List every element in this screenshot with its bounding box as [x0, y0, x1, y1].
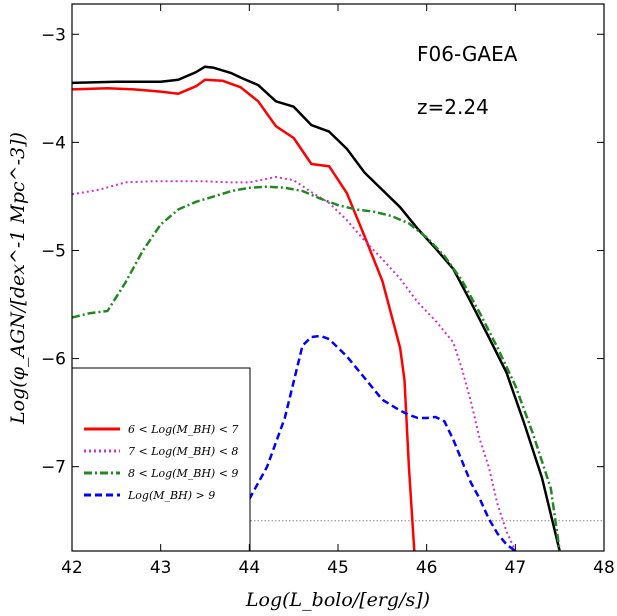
x-tick-label: 47 [505, 558, 527, 578]
legend-label-1: 7 < Log(M_BH) < 8 [128, 445, 238, 458]
x-tick-label: 42 [61, 558, 83, 578]
series-line-3 [72, 185, 561, 551]
x-tick-label: 45 [327, 558, 349, 578]
x-axis-label: Log(L_bolo/[erg/s]) [245, 589, 430, 611]
series-line-1 [72, 78, 416, 551]
series-line-0 [72, 65, 561, 551]
y-tick-label: −7 [41, 458, 66, 478]
y-axis-label: Log(φ_AGN/[dex^-1 Mpc^-3]) [7, 132, 29, 425]
series-line-4 [248, 334, 517, 551]
legend-label-3: Log(M_BH) > 9 [127, 489, 215, 502]
legend-label-2: 8 < Log(M_BH) < 9 [128, 467, 238, 480]
y-tick-label: −6 [41, 350, 66, 370]
y-tick-label: −5 [41, 241, 66, 261]
x-tick-label: 44 [239, 558, 261, 578]
legend-box [71, 367, 251, 552]
legend-label-0: 6 < Log(M_BH) < 7 [128, 423, 238, 436]
x-tick-label: 43 [150, 558, 172, 578]
x-tick-label: 48 [593, 558, 615, 578]
y-tick-label: −3 [41, 25, 66, 45]
annotation-model: F06-GAEA [417, 42, 518, 66]
annotation-redshift: z=2.24 [417, 95, 489, 119]
x-tick-label: 46 [416, 558, 438, 578]
y-tick-label: −4 [41, 133, 66, 153]
